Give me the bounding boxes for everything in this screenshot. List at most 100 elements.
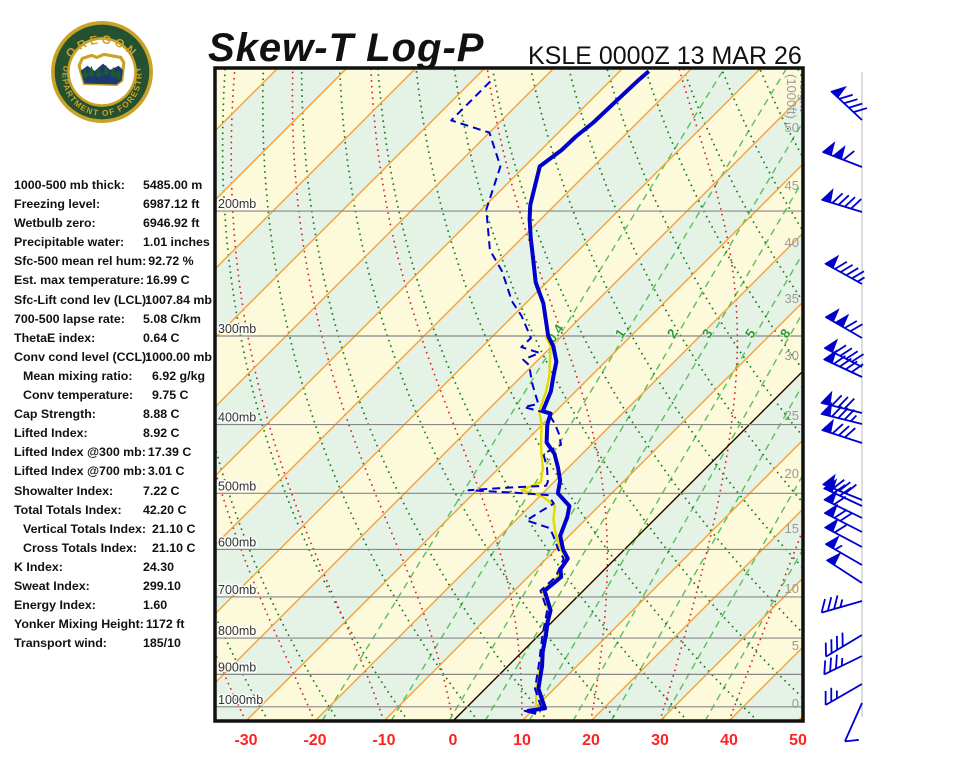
stat-row: Precipitable water: 1.01 inches — [14, 233, 212, 252]
temperature-trace — [526, 69, 651, 715]
wind-barb — [820, 390, 863, 414]
stat-value: 6.92 g/kg — [152, 368, 206, 383]
stat-row: Total Totals Index: 42.20 C — [14, 501, 212, 520]
temp-axis-label: -10 — [372, 732, 395, 749]
stat-value: 6987.12 ft — [143, 197, 200, 212]
wind-barb — [821, 141, 863, 168]
height-axis-label: 10 — [785, 581, 799, 596]
wind-barb — [824, 535, 863, 566]
stat-label: Est. max temperature: — [14, 273, 145, 288]
stat-label: Wetbulb zero: — [14, 216, 96, 231]
height-axis-label: 15 — [785, 521, 799, 536]
stat-row: Lifted Index: 8.92 C — [14, 424, 212, 443]
stat-row: Showalter Index: 7.22 C — [14, 482, 212, 501]
stat-value: 1.60 — [143, 598, 168, 613]
sounding-stats-panel: 1000-500 mb thick: 5485.00 m Freezing leve… — [14, 176, 212, 653]
dewpoint-trace — [450, 80, 565, 714]
stat-row: Sfc-Lift cond lev (LCL): 1007.84 mb — [14, 291, 212, 310]
stat-label: Vertical Totals Index: — [23, 521, 147, 536]
pressure-label: 500mb — [218, 479, 256, 493]
pressure-label: 700mb — [218, 583, 256, 597]
pressure-label: 300mb — [218, 322, 256, 336]
stat-label: 1000-500 mb thick: — [14, 178, 125, 192]
height-axis-label: 0 — [792, 696, 799, 711]
stat-value: 6946.92 ft — [143, 216, 200, 231]
stat-label: Cross Totals Index: — [23, 540, 138, 555]
stat-label: Freezing level: — [14, 197, 101, 212]
stat-value: 1172 ft — [145, 617, 185, 632]
wind-barb — [823, 503, 863, 533]
height-axis-subtitle: (1000ft) — [784, 74, 799, 119]
stat-row: ThetaE index: 0.64 C — [14, 329, 212, 348]
stat-row: 700-500 lapse rate: 5.08 C/km — [14, 310, 212, 329]
temp-axis-label: 40 — [720, 732, 738, 749]
stat-row: Est. max temperature: 16.99 C — [14, 271, 212, 290]
height-axis-label: 5 — [792, 638, 799, 653]
wind-barb — [824, 632, 863, 658]
stat-row: Wetbulb zero: 6946.92 ft — [14, 214, 212, 233]
stat-row: Transport wind: 185/10 — [14, 634, 212, 653]
pressure-label: 1000mb — [218, 693, 263, 707]
pressure-label: 600mb — [218, 535, 256, 549]
temp-axis-label: 30 — [651, 732, 669, 749]
stat-value: 5485.00 m — [143, 178, 203, 192]
stat-value: 185/10 — [143, 636, 181, 651]
temp-axis-label: 10 — [513, 732, 531, 749]
stat-value: 92.72 % — [148, 254, 194, 269]
pressure-label: 200mb — [218, 197, 256, 211]
stat-label: Sfc-Lift cond lev (LCL): — [14, 292, 151, 307]
stat-label: Transport wind: — [14, 636, 107, 651]
stat-value: 42.20 C — [143, 502, 187, 517]
wind-barb — [823, 654, 863, 676]
stat-value: 1007.84 mb — [145, 292, 212, 307]
stat-value: 7.22 C — [143, 483, 180, 498]
stat-value: 8.88 C — [143, 407, 180, 422]
stat-row: Lifted Index @300 mb: 17.39 C — [14, 443, 212, 462]
wind-barb-column — [820, 86, 868, 743]
height-axis-title: Height — [797, 74, 812, 112]
stat-label: Conv cond level (CCL): — [14, 349, 151, 364]
wind-barb — [844, 702, 863, 743]
height-axis-label: 35 — [785, 291, 799, 306]
skewt-plot-area: 200mb 300mb 400mb 500mb 600mb 700mb 800mb 900mb… — [215, 68, 812, 721]
height-axis-label: 30 — [785, 348, 799, 363]
stat-value: 17.39 C — [147, 445, 192, 460]
stat-label: K Index: — [14, 559, 63, 574]
stat-row: Vertical Totals Index: 21.10 C — [14, 520, 212, 539]
stat-label: Showalter Index: — [14, 483, 114, 498]
stat-label: Precipitable water: — [14, 235, 125, 250]
stat-label: Sweat Index: — [14, 578, 90, 593]
stat-row: Conv cond level (CCL): 1000.00 mb — [14, 348, 212, 367]
stat-label: Mean mixing ratio: — [23, 368, 133, 383]
stat-label: Cap Strength: — [14, 407, 96, 422]
pressure-label: 900mb — [218, 660, 256, 674]
stat-value: 21.10 C — [152, 540, 196, 555]
temp-axis-label: 50 — [789, 732, 807, 749]
stat-row: Sweat Index: 299.10 — [14, 577, 212, 596]
stat-value: 1000.00 mb — [145, 349, 212, 364]
stat-row: Lifted Index @700 mb: 3.01 C — [14, 462, 212, 481]
stat-row: Freezing level: 6987.12 ft — [14, 195, 212, 214]
height-axis-label: 25 — [785, 408, 799, 423]
pressure-label: 800mb — [218, 624, 256, 638]
chart-border — [213, 66, 805, 723]
wind-barb — [830, 86, 868, 121]
stat-value: 24.30 — [143, 559, 175, 574]
stat-value: 8.92 C — [143, 426, 180, 441]
stat-label: Conv temperature: — [23, 388, 134, 403]
stat-value: 3.01 C — [147, 464, 185, 479]
station-datetime-label: KSLE 0000Z 13 MAR 26 — [528, 42, 802, 70]
stat-row: Yonker Mixing Height: 1172 ft — [14, 615, 212, 634]
stat-label: Energy Index: — [14, 598, 96, 613]
stat-label: Lifted Index: — [14, 426, 88, 441]
stat-label: 700-500 lapse rate: — [14, 311, 125, 326]
stat-value: 0.64 C — [143, 330, 180, 345]
temp-axis-label: 0 — [449, 732, 458, 749]
temp-axis-label: 20 — [582, 732, 600, 749]
zero-isotherm — [452, 370, 803, 721]
wind-barb — [820, 401, 863, 425]
wind-barb — [824, 254, 865, 285]
stat-row: Energy Index: 1.60 — [14, 596, 212, 615]
height-axis-label: 50 — [785, 120, 799, 135]
wind-barb — [821, 418, 863, 444]
